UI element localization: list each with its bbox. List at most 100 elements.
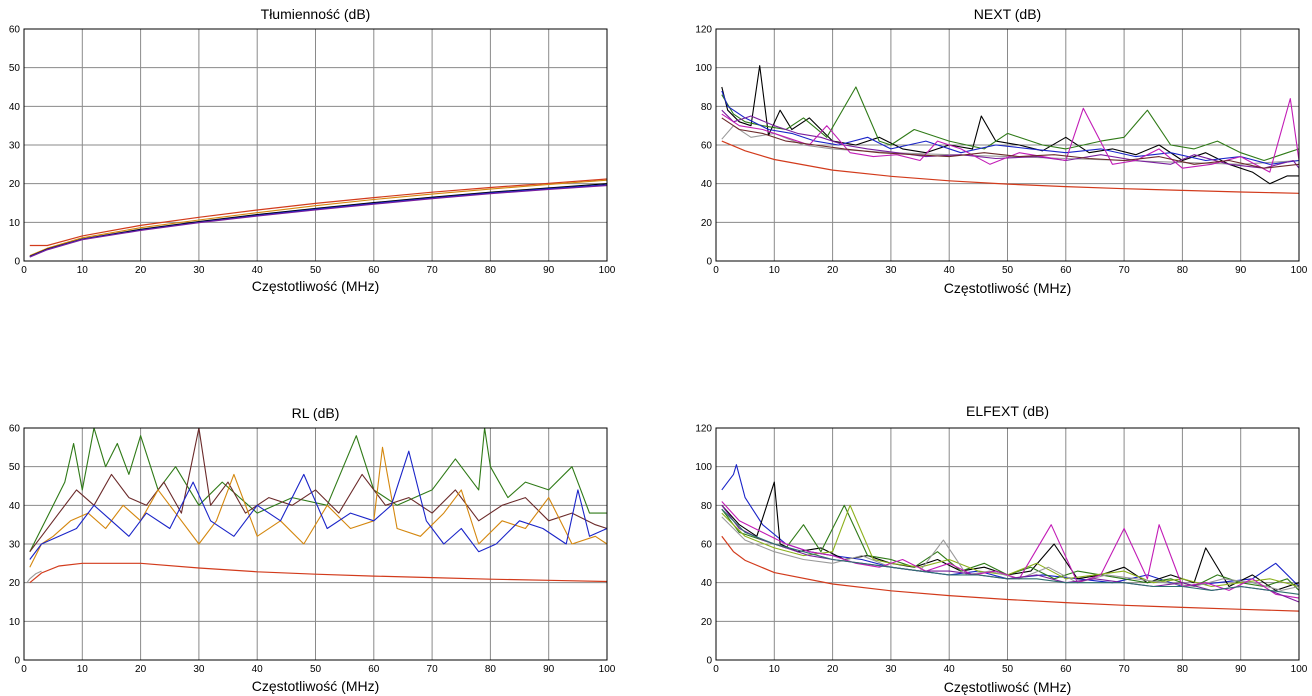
y-tick-label: 60 <box>9 424 21 435</box>
y-tick-label: 0 <box>14 656 20 667</box>
series-line-blue <box>721 90 1300 165</box>
y-tick-label: 80 <box>701 501 713 512</box>
x-tick-label: 10 <box>77 265 89 276</box>
x-tick-label: 30 <box>885 265 897 276</box>
series-line-purple <box>29 185 608 258</box>
y-tick-label: 20 <box>701 218 713 229</box>
limit-line <box>29 562 608 584</box>
x-tick-label: 90 <box>1235 265 1247 276</box>
chart-title: ELFEXT (dB) <box>966 403 1049 419</box>
x-tick-label: 30 <box>193 265 205 276</box>
x-tick-label: 10 <box>769 664 781 675</box>
y-tick-label: 0 <box>706 656 712 667</box>
plot-frame <box>23 427 608 661</box>
x-axis-label: Częstotliwość (MHz) <box>944 679 1072 695</box>
y-tick-label: 10 <box>9 218 21 229</box>
x-tick-label: 80 <box>1177 664 1189 675</box>
series-line-blue <box>29 450 608 560</box>
y-tick-label: 40 <box>701 578 713 589</box>
series-line-purple <box>721 109 1300 169</box>
x-tick-label: 50 <box>310 664 322 675</box>
y-tick-label: 40 <box>9 102 21 113</box>
x-tick-label: 10 <box>769 265 781 276</box>
x-tick-label: 90 <box>543 265 555 276</box>
x-tick-label: 0 <box>713 664 719 675</box>
y-tick-label: 50 <box>9 63 21 74</box>
y-tick-label: 30 <box>9 540 21 551</box>
x-axis-label: Częstotliwość (MHz) <box>252 678 380 694</box>
series-line-blue <box>29 184 608 258</box>
x-tick-label: 0 <box>21 664 27 675</box>
y-tick-label: 0 <box>706 257 712 268</box>
x-tick-label: 20 <box>135 265 147 276</box>
y-tick-label: 100 <box>695 462 712 473</box>
series-line-gray <box>721 125 1300 165</box>
y-tick-label: 20 <box>9 179 21 190</box>
x-tick-label: 40 <box>944 664 956 675</box>
x-tick-label: 30 <box>885 664 897 675</box>
x-tick-label: 80 <box>485 265 497 276</box>
plot-frame <box>715 28 1300 262</box>
y-tick-label: 120 <box>695 25 712 36</box>
series-line-blue <box>721 464 1300 588</box>
limit-line <box>721 140 1300 194</box>
x-tick-label: 60 <box>1060 265 1072 276</box>
next-chart: NEXT (dB) 0 10 20 30 40 50 60 70 80 90 100 0 20 40 60 80… <box>695 6 1307 296</box>
x-tick-label: 70 <box>427 664 439 675</box>
x-tick-label: 20 <box>135 664 147 675</box>
series-line-magenta <box>721 501 1300 599</box>
y-tick-label: 60 <box>9 25 21 36</box>
x-tick-label: 100 <box>1291 265 1308 276</box>
x-tick-label: 100 <box>599 664 616 675</box>
x-tick-label: 50 <box>1002 664 1014 675</box>
series-line-black <box>29 183 608 257</box>
series-line-orange <box>29 446 608 568</box>
y-tick-label: 10 <box>9 617 21 628</box>
limit-line <box>29 178 608 247</box>
limit-line <box>721 535 1300 612</box>
x-tick-label: 30 <box>193 664 205 675</box>
x-tick-label: 50 <box>310 265 322 276</box>
series-line-purple <box>721 504 1300 603</box>
x-tick-label: 0 <box>21 265 27 276</box>
series-line-green <box>29 427 607 552</box>
series-line-gray <box>26 570 42 584</box>
y-tick-label: 0 <box>14 257 20 268</box>
plot-frame <box>23 28 608 262</box>
series-line-magenta <box>721 98 1300 173</box>
y-tick-label: 120 <box>695 424 712 435</box>
y-tick-label: 20 <box>9 578 21 589</box>
x-tick-label: 40 <box>252 664 264 675</box>
tlumiennosc-chart: Tłumienność (dB) 0 10 20 30 40 50 60 70 80 90 100 0 1… <box>9 6 616 294</box>
y-tick-label: 100 <box>695 63 712 74</box>
x-tick-label: 20 <box>827 265 839 276</box>
y-tick-label: 30 <box>9 141 21 152</box>
x-tick-label: 90 <box>1235 664 1247 675</box>
plot-frame <box>715 427 1300 661</box>
series-line-gray <box>721 516 1300 591</box>
series-line-black <box>721 65 1299 185</box>
x-tick-label: 10 <box>77 664 89 675</box>
x-tick-label: 100 <box>1291 664 1308 675</box>
x-tick-label: 80 <box>485 664 497 675</box>
series-line-orange <box>29 179 608 257</box>
series-line-green <box>721 504 1300 591</box>
elfext-chart: ELFEXT (dB) 0 10 20 30 40 50 60 70 80 90 100 0 20 40 60… <box>695 403 1307 695</box>
y-tick-label: 80 <box>701 102 713 113</box>
x-tick-label: 60 <box>368 664 380 675</box>
y-tick-label: 40 <box>9 501 21 512</box>
x-tick-label: 80 <box>1177 265 1189 276</box>
chart-title: Tłumienność (dB) <box>261 6 371 22</box>
x-tick-label: 0 <box>713 265 719 276</box>
x-tick-label: 60 <box>1060 664 1072 675</box>
x-tick-label: 90 <box>543 664 555 675</box>
x-tick-label: 70 <box>427 265 439 276</box>
y-tick-label: 60 <box>701 540 713 551</box>
y-tick-label: 40 <box>701 179 713 190</box>
y-tick-label: 50 <box>9 462 21 473</box>
series-line-olive <box>721 504 1300 588</box>
series-line-brown <box>721 117 1300 169</box>
x-axis-label: Częstotliwość (MHz) <box>944 280 1072 296</box>
y-tick-label: 20 <box>701 617 713 628</box>
